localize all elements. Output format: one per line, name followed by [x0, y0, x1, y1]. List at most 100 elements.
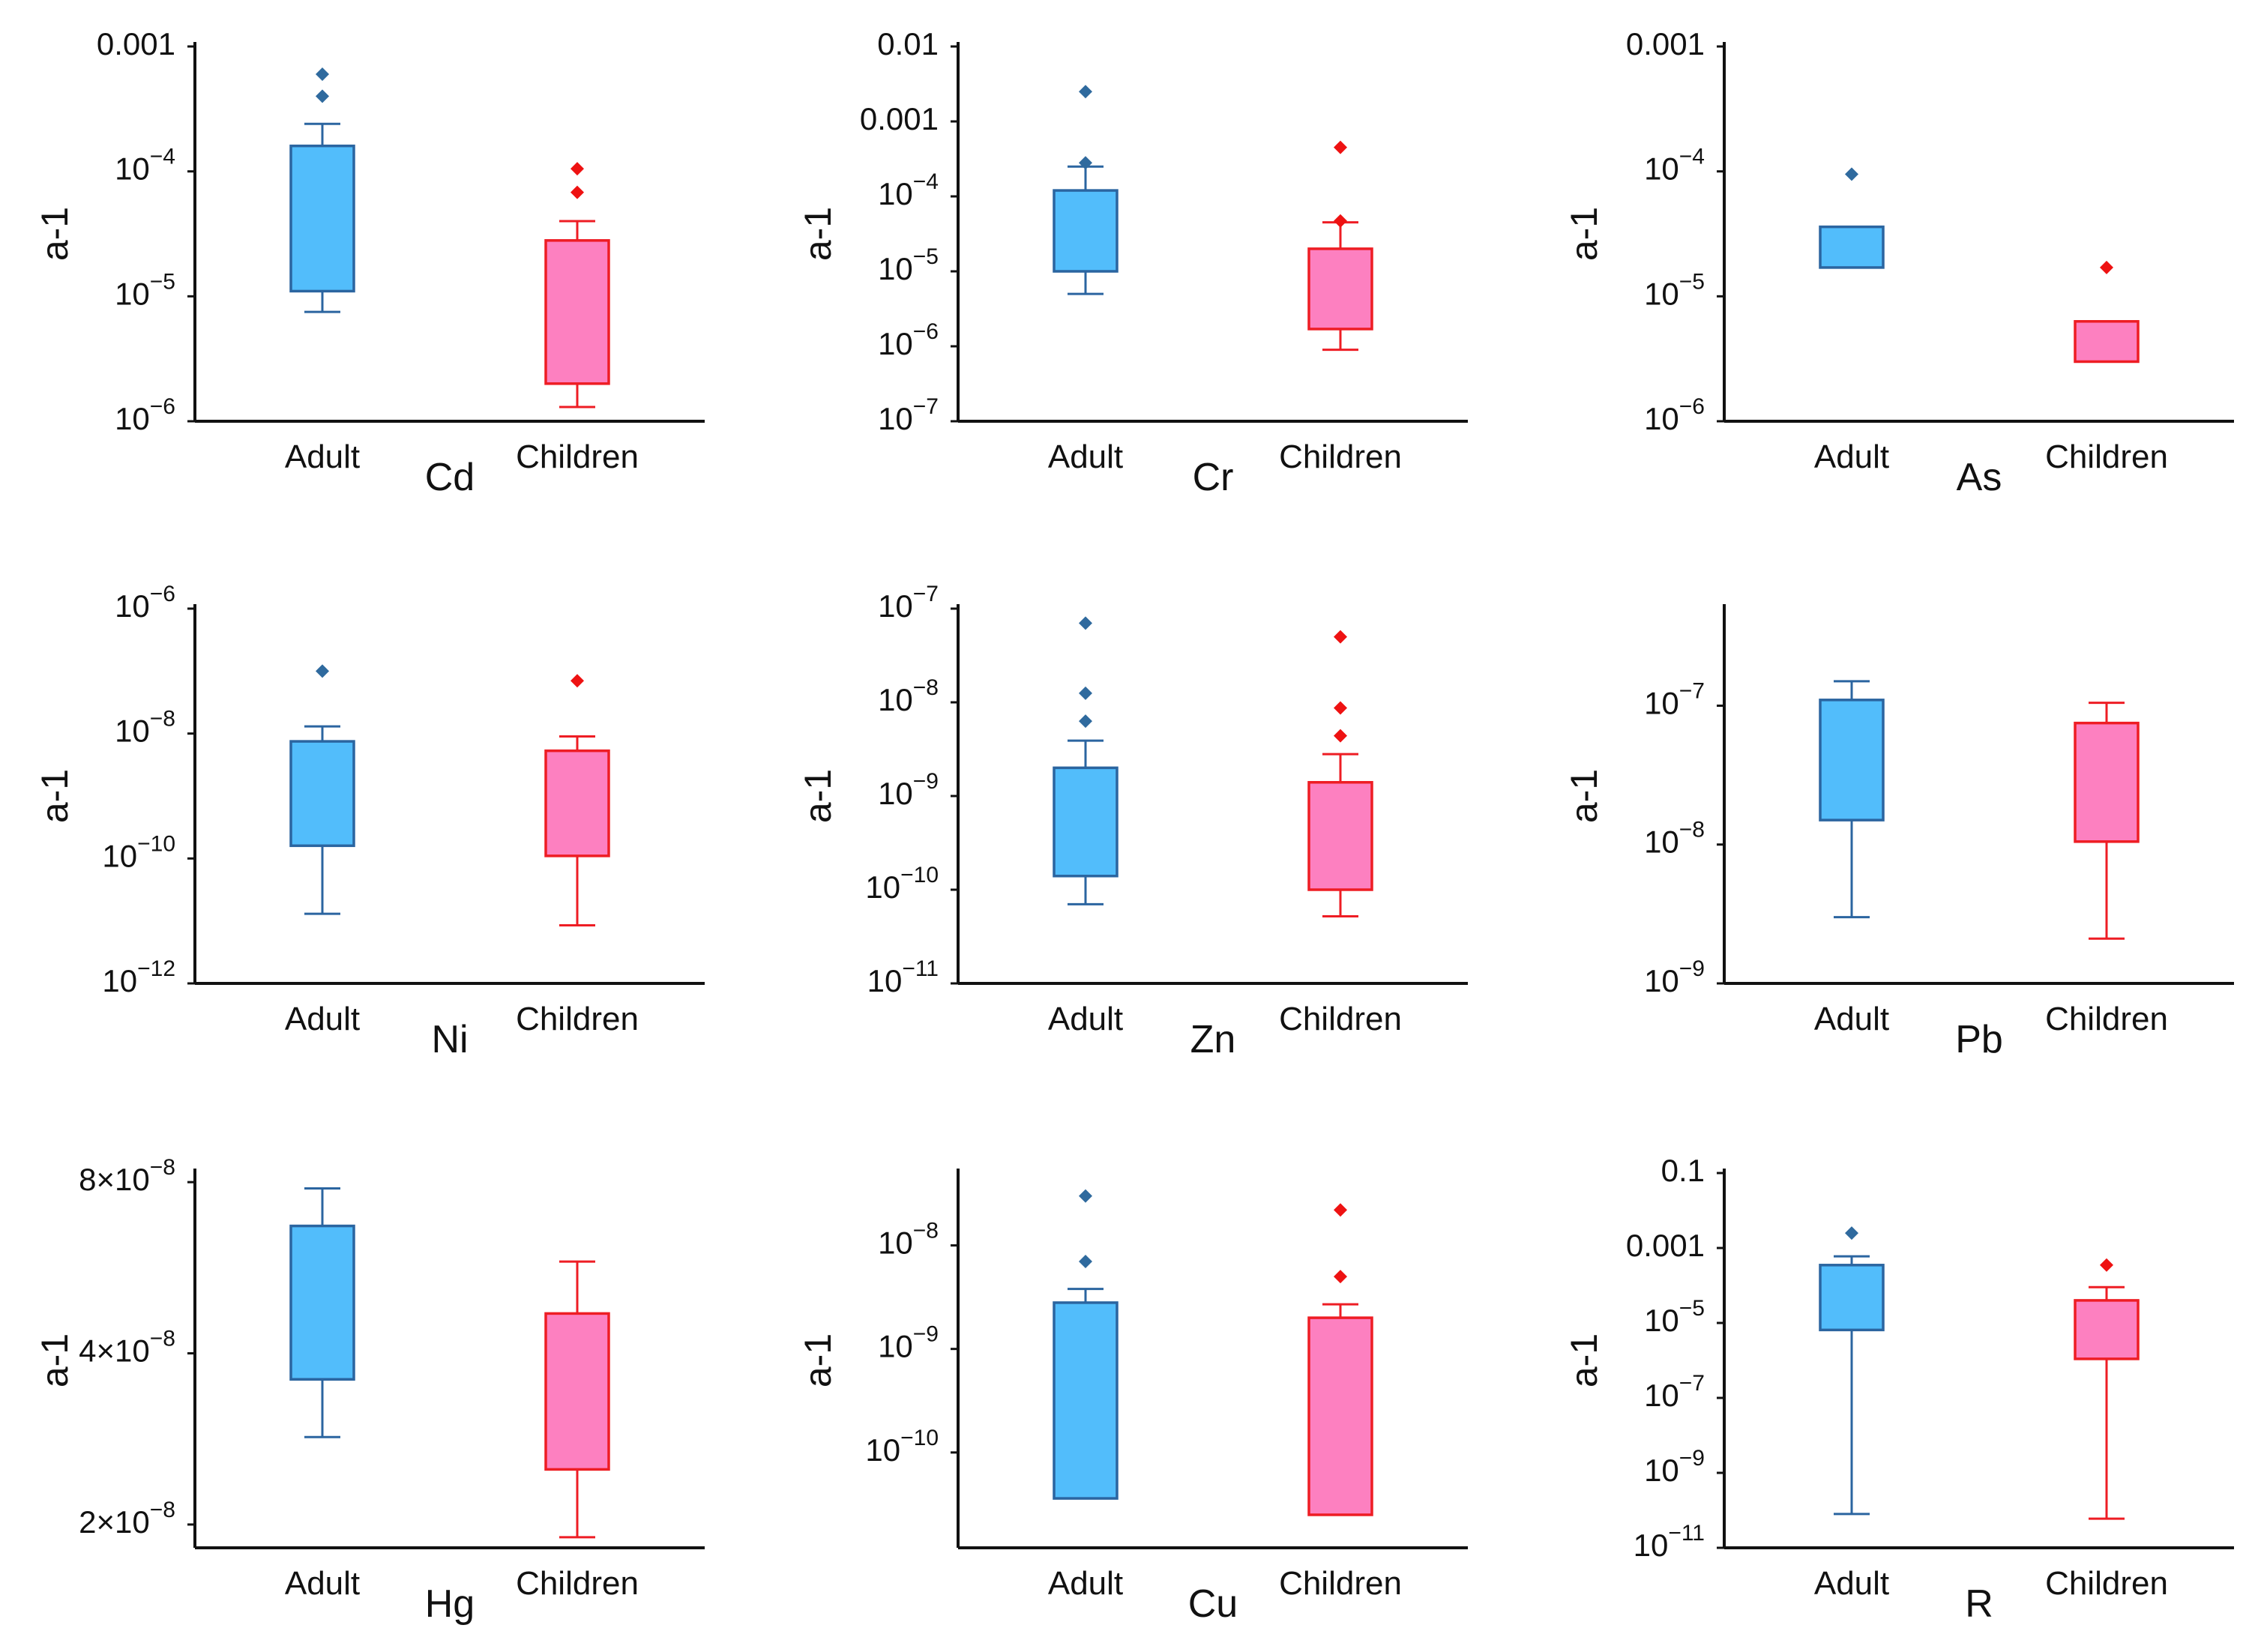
box [544, 239, 610, 385]
outlier-point [570, 674, 584, 688]
category-label-adult: Adult [1048, 1565, 1123, 1602]
category-label-children: Children [516, 1001, 639, 1037]
y-tick-label-exponent: −8 [150, 1155, 175, 1180]
y-tick-label: 10−9 [1644, 956, 1705, 998]
y-tick-label-exponent: −11 [1668, 1521, 1705, 1546]
series-children [1307, 140, 1373, 352]
y-tick-label-exponent: −7 [1679, 1371, 1705, 1396]
series-adult [1053, 1189, 1119, 1500]
category-label-adult: Adult [285, 1565, 360, 1602]
category-label-children: Children [2045, 1565, 2168, 1602]
series-children [544, 1260, 610, 1539]
y-tick-label-base: 10 [878, 326, 913, 361]
y-tick-label-base: 10 [1644, 686, 1679, 721]
series-children [1307, 630, 1373, 917]
box [544, 749, 610, 857]
y-tick-label-base: 10 [115, 276, 150, 311]
y-tick-label-base: 10 [1644, 1303, 1679, 1338]
y-tick-label-base: 10 [115, 401, 150, 436]
y-tick-label-base: 10 [102, 838, 137, 873]
y-tick-label-base: 8×10 [79, 1162, 150, 1197]
series-adult [1819, 1226, 1885, 1516]
outlier-point [1334, 140, 1347, 154]
y-tick-label-base: 10 [865, 1432, 900, 1468]
y-tick-label: 10−4 [1644, 145, 1705, 187]
category-label-adult: Adult [1048, 1001, 1123, 1037]
category-label-children: Children [1279, 438, 1402, 475]
y-tick-label-exponent: −12 [137, 956, 175, 981]
y-tick-label-base: 10 [1644, 963, 1679, 998]
y-tick-label: 10−7 [1644, 678, 1705, 720]
y-tick-label-exponent: −4 [1679, 145, 1705, 169]
series-children [2074, 1258, 2140, 1520]
box [1307, 247, 1373, 331]
outlier-point [1334, 1270, 1347, 1284]
series-children [544, 674, 610, 927]
series-adult [289, 67, 355, 313]
outlier-point [570, 185, 584, 199]
element-label: Cd [425, 456, 475, 499]
y-tick-label-exponent: −6 [1679, 394, 1705, 419]
series-adult [289, 1187, 355, 1438]
y-tick-label-exponent: −4 [150, 145, 175, 169]
element-label: Cr [1193, 456, 1234, 499]
y-tick-label-base: 4×10 [79, 1333, 150, 1369]
y-axis-label: a-1 [34, 1333, 76, 1387]
y-tick-label: 10−10 [865, 1426, 939, 1468]
y-axis-label: a-1 [1563, 1333, 1605, 1387]
y-tick-label: 10−6 [1644, 394, 1705, 436]
y-tick-label-exponent: −6 [913, 319, 939, 344]
series-adult [1819, 167, 1885, 269]
y-axis-label: a-1 [34, 769, 76, 823]
y-tick-label-base: 10 [878, 401, 913, 436]
series-adult [1053, 85, 1119, 295]
y-axis-label: a-1 [1563, 769, 1605, 823]
y-tick-label-exponent: −5 [1679, 1296, 1705, 1321]
category-label-adult: Adult [1814, 438, 1889, 475]
outlier-point [316, 89, 329, 103]
category-label-adult: Adult [1048, 438, 1123, 475]
category-label-children: Children [516, 1565, 639, 1602]
y-tick-label: 4×10−8 [79, 1326, 175, 1368]
y-tick-label-exponent: −9 [913, 769, 939, 794]
category-label-children: Children [1279, 1565, 1402, 1602]
outlier-point [1334, 729, 1347, 743]
y-tick-label-exponent: −8 [1679, 818, 1705, 842]
outlier-point [1334, 701, 1347, 715]
y-axis-label: a-1 [797, 1333, 839, 1387]
series-adult [1819, 680, 1885, 919]
y-tick-label-base: 0.001 [97, 26, 175, 61]
series-adult [1053, 616, 1119, 905]
category-label-children: Children [1279, 1001, 1402, 1037]
outlier-point [570, 162, 584, 176]
box [2074, 721, 2140, 843]
y-tick-label-base: 10 [878, 176, 913, 211]
y-tick-label-base: 10 [115, 588, 150, 624]
category-label-adult: Adult [1814, 1565, 1889, 1602]
y-tick-label: 0.001 [860, 101, 939, 136]
y-tick-label: 10−9 [878, 769, 939, 811]
y-tick-label: 10−9 [878, 1322, 939, 1364]
element-label: Cu [1188, 1582, 1238, 1626]
series-children [544, 162, 610, 409]
outlier-point [1079, 85, 1092, 99]
box [1307, 1316, 1373, 1516]
box [2074, 1299, 2140, 1360]
y-tick-label: 10−7 [878, 394, 939, 436]
outlier-point [1079, 714, 1092, 729]
y-tick-label: 10−5 [1644, 1296, 1705, 1338]
y-tick-label: 2×10−8 [79, 1498, 175, 1540]
y-tick-label-exponent: −11 [902, 956, 939, 981]
category-label-adult: Adult [285, 1001, 360, 1037]
box [289, 144, 355, 293]
y-tick-label-base: 10 [878, 776, 913, 811]
element-label: Ni [431, 1018, 468, 1061]
y-tick-label-base: 10 [878, 682, 913, 717]
y-tick-label-base: 10 [878, 251, 913, 286]
outlier-point [316, 67, 329, 81]
